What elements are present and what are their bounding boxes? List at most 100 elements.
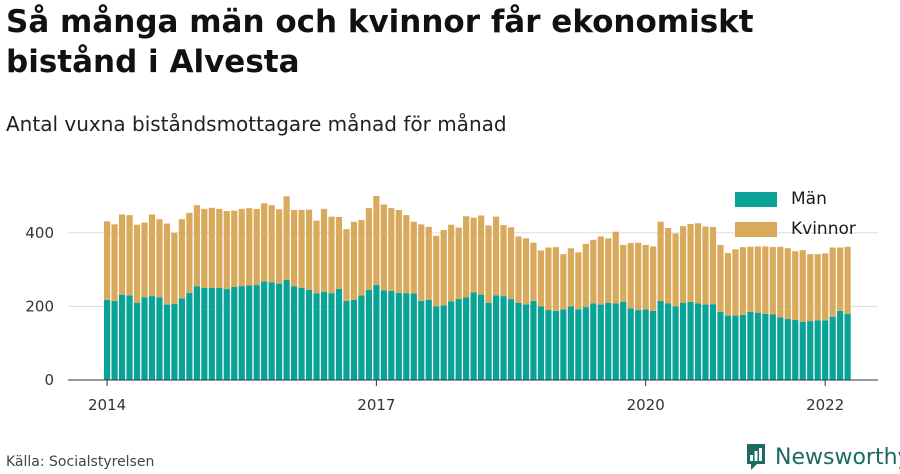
- bar-women-35: [365, 208, 372, 290]
- bar-men-55: [515, 302, 522, 380]
- bar-women-7: [156, 219, 163, 298]
- bar-men-38: [388, 290, 395, 380]
- bar-women-69: [620, 244, 627, 302]
- bar-men-16: [223, 289, 230, 380]
- y-tick-label-400: 400: [25, 224, 54, 242]
- bar-men-52: [492, 295, 500, 380]
- bar-women-14: [208, 207, 215, 288]
- bar-men-2: [118, 294, 126, 380]
- bar-women-74: [657, 221, 664, 301]
- bar-women-85: [739, 247, 746, 315]
- bar-men-39: [395, 292, 402, 380]
- bar-women-34: [358, 219, 365, 296]
- bar-women-89: [769, 247, 776, 315]
- bar-women-59: [545, 247, 552, 311]
- bar-men-26: [298, 288, 305, 380]
- bar-women-41: [410, 221, 417, 294]
- bar-men-20: [253, 285, 260, 380]
- bar-women-10: [178, 219, 185, 299]
- bar-men-95: [814, 320, 821, 380]
- bar-women-16: [223, 211, 230, 290]
- bar-women-60: [552, 247, 559, 311]
- bar-men-22: [268, 282, 275, 380]
- bar-women-19: [246, 208, 253, 286]
- bar-men-56: [522, 304, 530, 380]
- bar-women-82: [717, 244, 724, 312]
- bar-men-40: [403, 293, 410, 380]
- bar-women-33: [350, 221, 358, 300]
- bar-men-31: [335, 288, 343, 380]
- bar-women-15: [216, 208, 223, 288]
- legend-label-men: Män: [791, 189, 827, 209]
- legend-swatch-women: [735, 221, 777, 237]
- bar-women-70: [627, 243, 634, 309]
- bar-women-68: [612, 231, 619, 304]
- bar-women-11: [186, 212, 193, 293]
- bar-women-26: [298, 209, 305, 288]
- bar-men-15: [216, 288, 223, 380]
- bar-men-21: [261, 281, 268, 380]
- bar-women-97: [829, 247, 836, 317]
- bar-men-29: [320, 291, 328, 380]
- bar-men-64: [582, 307, 589, 380]
- bar-men-18: [238, 286, 245, 380]
- bar-men-28: [313, 293, 320, 380]
- bar-men-7: [156, 297, 163, 380]
- bar-men-41: [410, 293, 417, 380]
- bar-men-34: [358, 295, 365, 380]
- brand-logo[interactable]: Newsworthy: [745, 442, 900, 472]
- bar-men-97: [829, 316, 836, 380]
- bar-women-77: [679, 226, 687, 303]
- bar-women-95: [814, 254, 821, 321]
- bar-women-67: [605, 238, 612, 303]
- bar-women-36: [373, 196, 380, 286]
- bar-women-21: [261, 203, 268, 282]
- bar-women-42: [418, 224, 425, 301]
- y-tick-label-0: 0: [44, 371, 54, 389]
- bar-men-42: [418, 300, 425, 380]
- bar-men-14: [208, 288, 215, 380]
- bar-men-85: [739, 314, 746, 380]
- bar-men-66: [597, 304, 604, 380]
- bar-women-9: [171, 232, 178, 304]
- bar-women-24: [283, 196, 290, 280]
- bar-women-84: [732, 249, 739, 316]
- bar-women-6: [148, 214, 156, 297]
- bar-women-18: [238, 208, 245, 287]
- bar-women-13: [201, 208, 208, 288]
- brand-name: Newsworthy: [775, 444, 900, 470]
- bar-men-1: [111, 300, 118, 380]
- bar-men-59: [545, 310, 552, 380]
- bar-women-76: [672, 233, 679, 307]
- bar-women-79: [694, 223, 702, 304]
- bar-women-75: [665, 228, 672, 304]
- bar-women-22: [268, 205, 275, 283]
- bar-men-50: [478, 294, 485, 380]
- bar-women-48: [463, 216, 470, 298]
- bar-women-25: [291, 209, 298, 287]
- bar-men-54: [507, 299, 515, 380]
- bar-women-93: [799, 250, 806, 322]
- bar-men-78: [687, 301, 694, 380]
- bar-men-0: [104, 299, 111, 380]
- bar-women-57: [530, 242, 537, 301]
- bar-women-55: [515, 236, 522, 303]
- bar-women-3: [126, 215, 133, 296]
- bar-men-62: [567, 306, 574, 380]
- bar-women-50: [478, 215, 485, 295]
- bar-men-33: [350, 299, 358, 380]
- bar-women-32: [343, 229, 350, 301]
- bar-women-61: [560, 254, 567, 310]
- bar-women-46: [448, 224, 455, 302]
- bar-women-90: [777, 246, 784, 318]
- bar-men-35: [365, 289, 372, 380]
- bar-men-90: [777, 317, 784, 380]
- bar-men-83: [724, 315, 732, 380]
- bar-women-20: [253, 208, 260, 286]
- bar-women-52: [492, 216, 500, 296]
- bar-men-58: [537, 306, 545, 380]
- bar-men-3: [126, 295, 133, 380]
- bar-men-45: [440, 305, 447, 380]
- bar-women-65: [590, 239, 597, 304]
- bar-women-27: [305, 209, 313, 290]
